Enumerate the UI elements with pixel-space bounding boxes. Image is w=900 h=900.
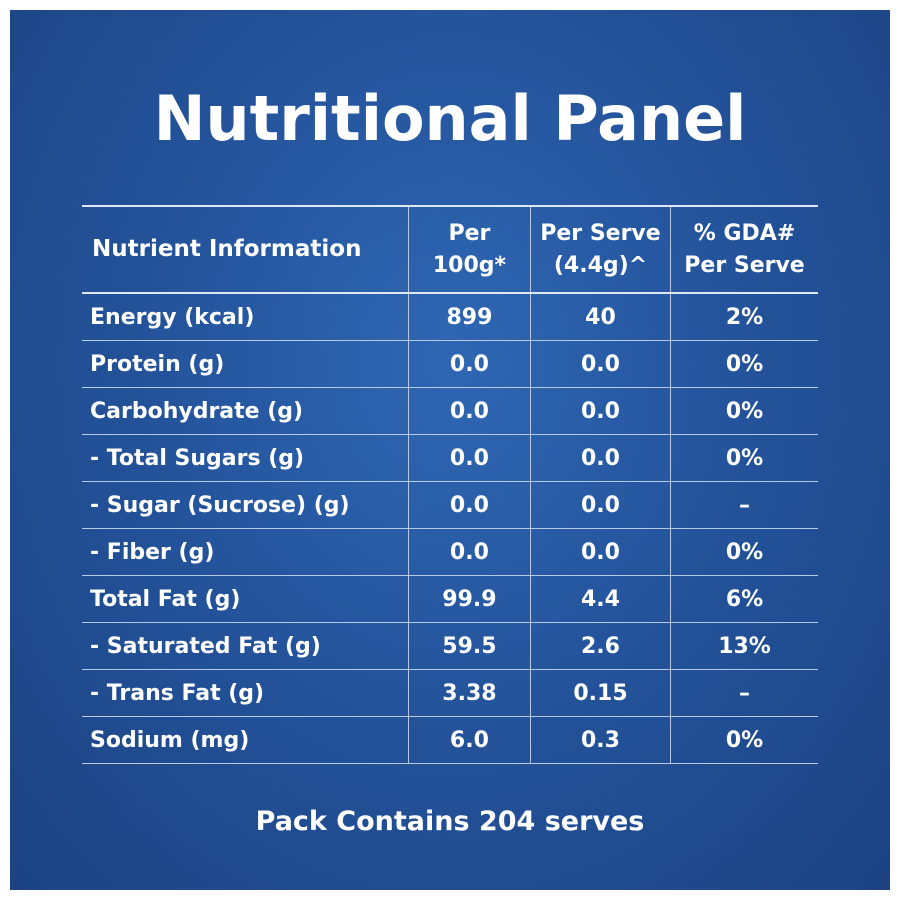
per-serve-value: 0.0 <box>529 481 671 529</box>
per-100g-value: 59.5 <box>407 622 531 670</box>
gda-value: 2% <box>670 293 818 341</box>
pack-serves-note: Pack Contains 204 serves <box>255 806 645 837</box>
nutrient-name: Total Fat (g) <box>90 586 241 612</box>
nutrient-name: Energy (kcal) <box>90 304 255 330</box>
header-per-100g-line2: 100g* <box>432 252 507 278</box>
table-row: Total Fat (g) 99.9 4.4 6% <box>82 575 818 623</box>
nutrient-name: Sodium (mg) <box>90 727 250 753</box>
nutrient-name: - Total Sugars (g) <box>90 445 305 471</box>
per-100g-value: 0.0 <box>407 387 531 435</box>
table-row: Protein (g) 0.0 0.0 0% <box>82 340 818 388</box>
gda-value: 0% <box>670 434 818 482</box>
header-nutrient-information: Nutrient Information <box>82 206 408 293</box>
gda-value: 13% <box>670 622 818 670</box>
header-per-serve: Per Serve (4.4g)^ <box>529 206 671 293</box>
nutrient-name: Carbohydrate (g) <box>90 398 304 424</box>
per-100g-value: 0.0 <box>407 340 531 388</box>
nutrition-table: Nutrient Information Per 100g* Per Serve… <box>82 205 818 764</box>
per-100g-value: 0.0 <box>407 481 531 529</box>
per-serve-value: 0.0 <box>529 340 671 388</box>
table-row: - Total Sugars (g) 0.0 0.0 0% <box>82 434 818 482</box>
table-row: Carbohydrate (g) 0.0 0.0 0% <box>82 387 818 435</box>
per-100g-value: 99.9 <box>407 575 531 623</box>
header-gda-line1: % GDA# <box>693 220 796 246</box>
header-nutrient-label: Nutrient Information <box>92 235 362 262</box>
per-serve-value: 0.0 <box>529 387 671 435</box>
table-header-row: Nutrient Information Per 100g* Per Serve… <box>82 206 818 293</box>
table-row: - Saturated Fat (g) 59.5 2.6 13% <box>82 622 818 670</box>
per-100g-value: 0.0 <box>407 434 531 482</box>
nutrient-name: - Fiber (g) <box>90 539 215 565</box>
panel-title: Nutritional Panel <box>153 82 747 155</box>
table-row: Sodium (mg) 6.0 0.3 0% <box>82 716 818 764</box>
per-100g-value: 3.38 <box>407 669 531 717</box>
per-serve-value: 0.15 <box>529 669 671 717</box>
nutrient-name: - Trans Fat (g) <box>90 680 265 706</box>
header-per-100g: Per 100g* <box>407 206 531 293</box>
per-serve-value: 0.3 <box>529 716 671 764</box>
table-row: Energy (kcal) 899 40 2% <box>82 293 818 341</box>
nutrient-name: - Saturated Fat (g) <box>90 633 321 659</box>
table-row: - Fiber (g) 0.0 0.0 0% <box>82 528 818 576</box>
header-gda-line2: Per Serve <box>684 252 805 278</box>
table-row: - Sugar (Sucrose) (g) 0.0 0.0 – <box>82 481 818 529</box>
per-serve-value: 40 <box>529 293 671 341</box>
table-row: - Trans Fat (g) 3.38 0.15 – <box>82 669 818 717</box>
per-100g-value: 0.0 <box>407 528 531 576</box>
gda-value: 0% <box>670 716 818 764</box>
header-per-serve-line2: (4.4g)^ <box>553 252 648 278</box>
per-100g-value: 899 <box>407 293 531 341</box>
gda-value: 0% <box>670 528 818 576</box>
gda-value: – <box>670 669 818 717</box>
gda-value: 0% <box>670 340 818 388</box>
per-serve-value: 0.0 <box>529 528 671 576</box>
header-per-100g-line1: Per <box>448 220 491 246</box>
gda-value: – <box>670 481 818 529</box>
nutrient-name: - Sugar (Sucrose) (g) <box>90 492 350 518</box>
header-gda-per-serve: % GDA# Per Serve <box>670 206 818 293</box>
gda-value: 6% <box>670 575 818 623</box>
header-per-serve-line1: Per Serve <box>540 220 661 246</box>
nutrient-name: Protein (g) <box>90 351 225 377</box>
nutrition-panel: Nutritional Panel Nutrient Information P… <box>10 10 890 890</box>
per-serve-value: 2.6 <box>529 622 671 670</box>
per-serve-value: 4.4 <box>529 575 671 623</box>
per-100g-value: 6.0 <box>407 716 531 764</box>
per-serve-value: 0.0 <box>529 434 671 482</box>
gda-value: 0% <box>670 387 818 435</box>
